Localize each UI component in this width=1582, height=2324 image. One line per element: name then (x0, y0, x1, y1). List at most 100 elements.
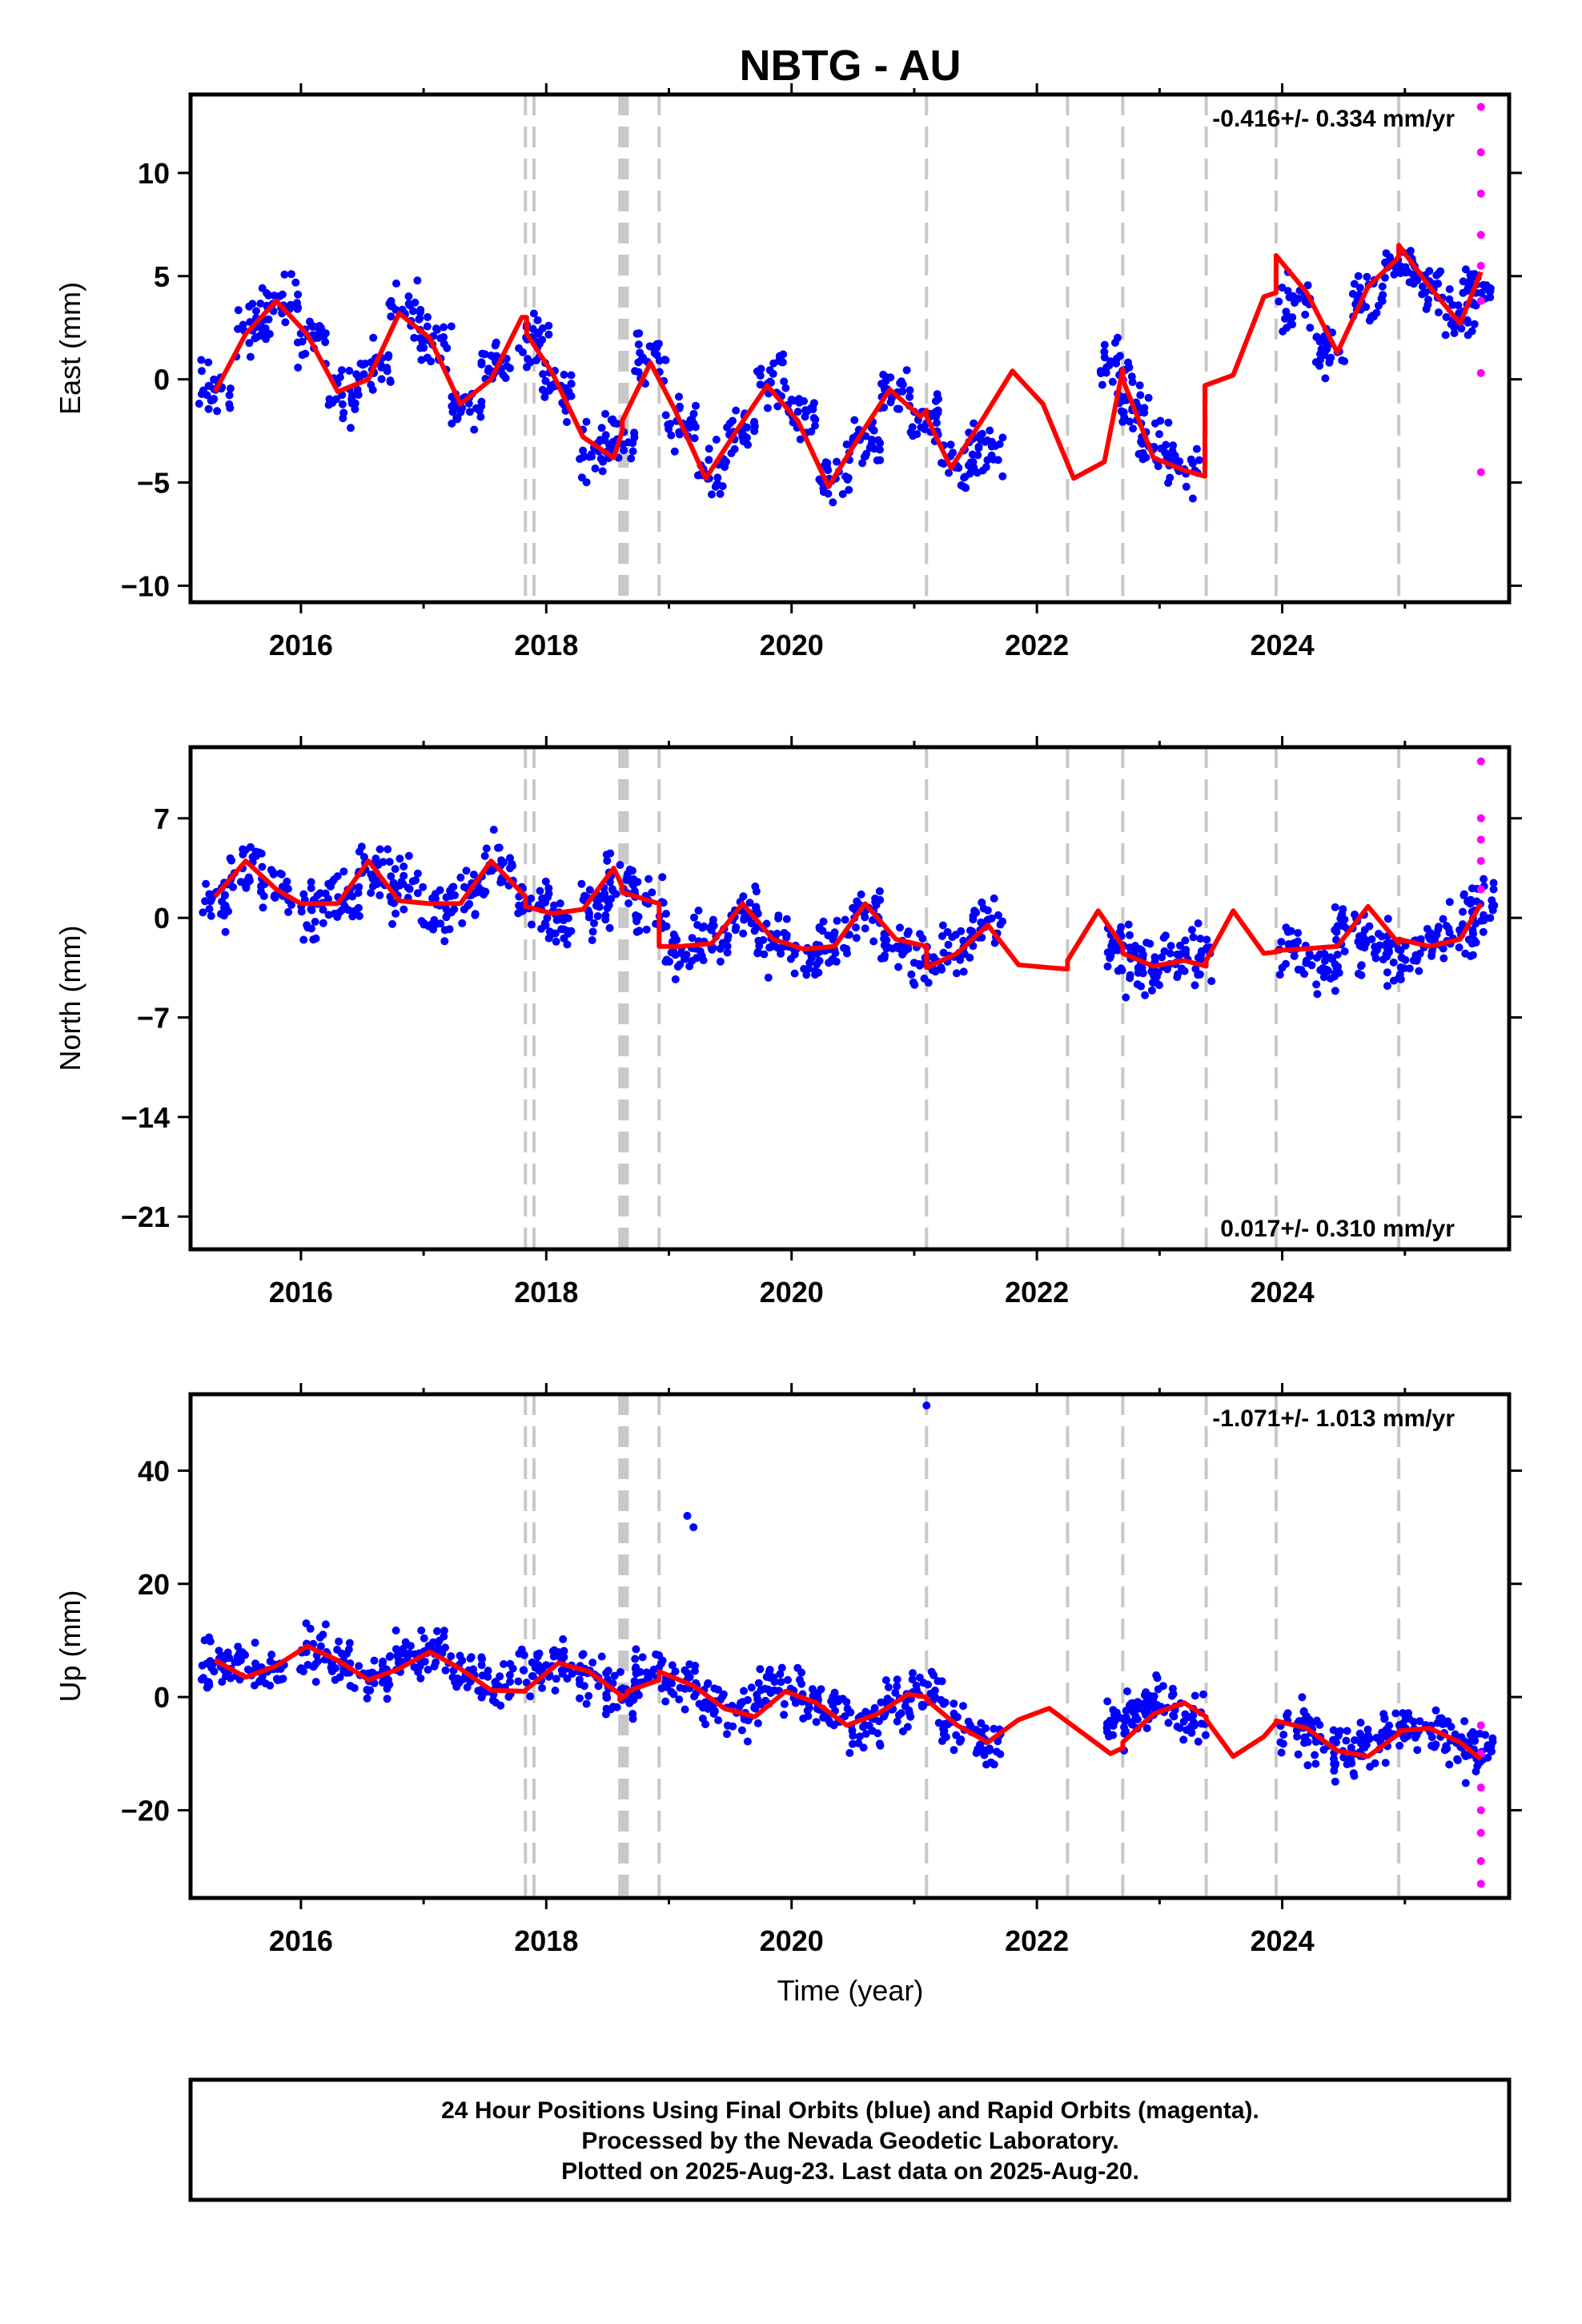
final-orbit-point (251, 1638, 259, 1647)
final-orbit-point (831, 949, 840, 958)
final-orbit-point (1176, 941, 1184, 950)
final-orbit-point (541, 877, 550, 886)
final-orbit-point (344, 906, 352, 915)
final-orbit-point (243, 1665, 252, 1674)
final-orbit-point (891, 1688, 900, 1697)
final-orbit-point (1431, 1706, 1440, 1715)
final-orbit-point (1466, 895, 1475, 904)
final-orbit-point (382, 364, 391, 373)
final-orbit-point (960, 473, 969, 482)
final-orbit-point (652, 1650, 661, 1659)
final-orbit-point (934, 408, 942, 417)
final-orbit-point (1366, 1763, 1375, 1771)
final-orbit-point (1374, 301, 1383, 310)
final-orbit-point (1321, 374, 1330, 383)
final-orbit-point (739, 929, 748, 938)
final-orbit-point (1357, 962, 1365, 971)
final-orbit-point (1450, 329, 1459, 337)
final-orbit-point (747, 919, 756, 927)
final-orbit-point (1117, 407, 1126, 416)
final-orbit-point (729, 416, 737, 425)
final-orbit-point (1191, 1691, 1199, 1700)
final-orbit-point (807, 427, 816, 436)
final-orbit-point (754, 1700, 762, 1709)
final-orbit-point (876, 456, 885, 464)
final-orbit-point (604, 1667, 612, 1675)
x-tick-label: 2022 (1005, 1924, 1069, 1957)
final-orbit-point (982, 1760, 990, 1769)
final-orbit-point (400, 862, 408, 870)
final-orbit-point (1194, 919, 1203, 927)
final-orbit-point (880, 954, 889, 963)
final-orbit-point (968, 450, 977, 459)
final-orbit-point (338, 400, 347, 408)
final-orbit-point (207, 911, 215, 920)
final-orbit-point (953, 1712, 962, 1721)
y-tick-label: 0 (154, 364, 170, 396)
final-orbit-point (939, 948, 948, 957)
final-orbit-point (387, 872, 396, 881)
final-orbit-point (495, 843, 504, 852)
final-orbit-point (1194, 971, 1203, 979)
final-orbit-point (226, 854, 235, 862)
final-orbit-point (779, 350, 788, 359)
final-orbit-point (1127, 1718, 1136, 1727)
final-orbit-point (714, 1686, 723, 1694)
final-orbit-point (526, 1692, 535, 1701)
final-orbit-point (355, 883, 363, 891)
final-orbit-point (775, 356, 783, 365)
final-orbit-point (198, 367, 206, 376)
x-tick-label: 2024 (1251, 1276, 1315, 1309)
final-orbit-point (223, 1648, 232, 1657)
final-orbit-point (1118, 417, 1127, 426)
final-orbit-point (996, 920, 1005, 929)
final-orbit-point (1312, 1716, 1321, 1725)
final-orbit-point (1391, 1709, 1400, 1718)
final-orbit-point (661, 411, 670, 420)
final-orbit-point (354, 391, 363, 400)
final-orbit-point (585, 909, 593, 918)
final-orbit-point (520, 1651, 528, 1659)
final-orbit-point (248, 853, 257, 862)
final-orbit-point (639, 353, 647, 362)
final-orbit-point (861, 1730, 870, 1739)
y-axis-label: North (mm) (54, 926, 86, 1072)
final-orbit-point (1461, 265, 1470, 274)
rapid-orbit-point (1476, 885, 1485, 894)
final-orbit-point (1319, 973, 1328, 982)
final-orbit-point (708, 490, 716, 499)
final-orbit-point (533, 1652, 542, 1661)
final-orbit-point (580, 452, 588, 460)
final-orbit-point (553, 915, 562, 924)
final-orbit-point (335, 1637, 343, 1646)
y-tick-label: 40 (138, 1454, 170, 1487)
final-orbit-point (264, 315, 273, 324)
final-orbit-point (396, 881, 404, 890)
final-orbit-point (875, 1739, 884, 1748)
final-orbit-point (1102, 1719, 1111, 1728)
x-tick-label: 2022 (1005, 629, 1069, 661)
final-orbit-point (1383, 952, 1391, 961)
final-orbit-point (1384, 1728, 1393, 1737)
final-orbit-point (1326, 953, 1335, 962)
final-orbit-point (855, 1732, 864, 1741)
final-orbit-point (829, 931, 838, 939)
final-orbit-point (688, 934, 697, 943)
rapid-orbit-points (1476, 1721, 1485, 1888)
final-orbit-point (825, 959, 833, 967)
final-orbit-point (744, 1716, 753, 1725)
final-orbit-point (1125, 363, 1134, 372)
final-orbit-point (278, 290, 287, 299)
final-orbit-point (825, 1717, 833, 1725)
final-orbit-point (796, 435, 805, 444)
final-orbit-point (633, 878, 642, 887)
final-orbit-point (727, 449, 736, 457)
final-orbit-point (1334, 963, 1343, 971)
final-orbit-point (1355, 283, 1364, 292)
final-orbit-point (533, 316, 542, 324)
final-orbit-point (1195, 456, 1203, 464)
final-orbit-point (854, 1739, 863, 1747)
final-orbit-point (1397, 953, 1406, 962)
final-orbit-point (1201, 1731, 1210, 1739)
final-orbit-point (1114, 967, 1122, 975)
